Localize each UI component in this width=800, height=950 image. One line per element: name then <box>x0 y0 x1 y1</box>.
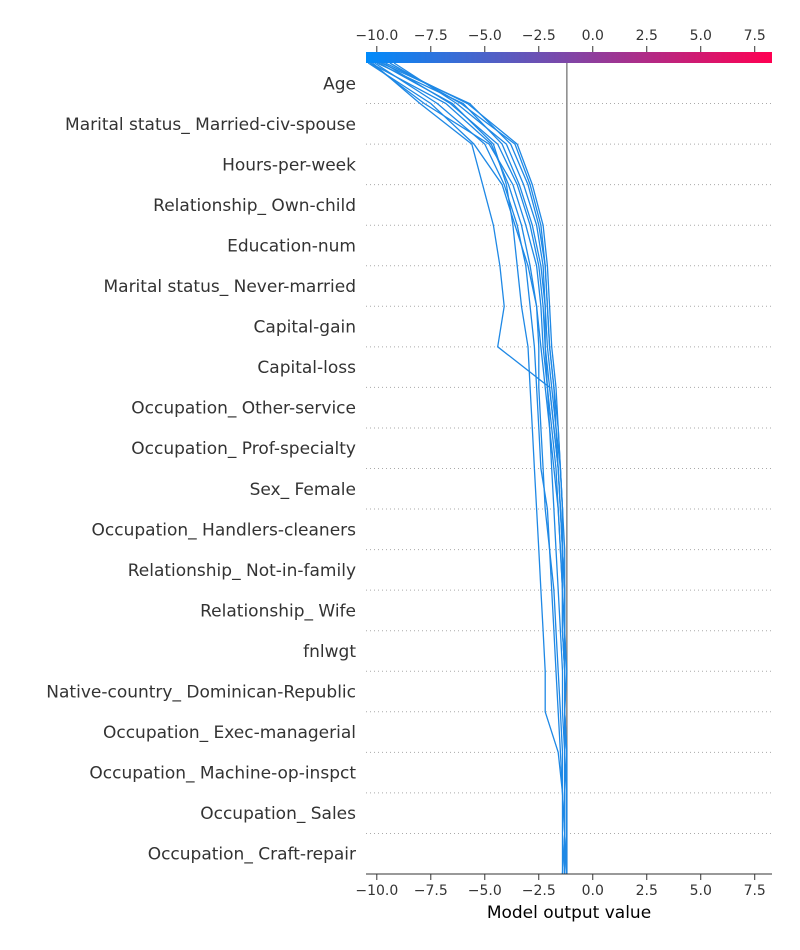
top-axis: −10.0 −7.5 −5.0 −2.5 0.0 2.5 5.0 7.5 <box>355 28 766 52</box>
feature-label: Capital-loss <box>257 358 356 378</box>
feature-label: Occupation_ Sales <box>200 804 356 824</box>
feature-label: Native-country_ Dominican-Republic <box>46 683 356 703</box>
feature-label: Occupation_ Machine-op-inspct <box>89 764 356 784</box>
feature-label: Occupation_ Prof-specialty <box>131 439 356 459</box>
decision-lines <box>367 62 568 875</box>
decision-line <box>369 62 566 875</box>
bottom-tick-label: −10.0 <box>355 883 398 899</box>
bottom-tick-label: 2.5 <box>636 883 658 899</box>
row-gridlines <box>366 103 772 834</box>
feature-label: Hours-per-week <box>222 155 356 175</box>
bottom-tick-label: 7.5 <box>744 883 766 899</box>
x-axis-title: Model output value <box>487 903 651 923</box>
top-tick-label: 2.5 <box>636 28 658 44</box>
decision-line <box>380 62 568 875</box>
bottom-tick-label: −2.5 <box>522 883 556 899</box>
decision-line <box>369 62 566 874</box>
colorbar <box>366 52 772 63</box>
top-tick-label: 0.0 <box>582 28 604 44</box>
feature-label: Education-num <box>227 236 356 256</box>
bottom-tick-label: 0.0 <box>582 883 604 899</box>
bottom-tick-label: 5.0 <box>690 883 712 899</box>
feature-label: Relationship_ Not-in-family <box>128 561 356 581</box>
top-tick-label: −2.5 <box>522 28 556 44</box>
bottom-tick-label: −7.5 <box>414 883 448 899</box>
decision-line <box>372 62 566 874</box>
feature-label: Occupation_ Craft-repair <box>148 845 356 865</box>
decision-line <box>374 62 564 874</box>
feature-label: Marital status_ Never-married <box>103 277 356 297</box>
colorbar-gradient <box>366 52 772 63</box>
feature-label: Relationship_ Wife <box>200 601 356 621</box>
feature-label: Age <box>323 74 356 94</box>
feature-label: Relationship_ Own-child <box>153 196 356 216</box>
feature-label: Marital status_ Married-civ-spouse <box>65 115 356 135</box>
feature-label: Capital-gain <box>254 318 356 338</box>
feature-labels: Age Marital status_ Married-civ-spouse Hou… <box>46 74 356 864</box>
feature-label: Sex_ Female <box>250 480 356 500</box>
feature-label: fnlwgt <box>303 642 356 662</box>
bottom-tick-label: −5.0 <box>468 883 502 899</box>
top-tick-label: −5.0 <box>468 28 502 44</box>
feature-label: Occupation_ Handlers-cleaners <box>92 520 357 540</box>
decision-line <box>385 62 568 874</box>
top-tick-label: −10.0 <box>355 28 398 44</box>
top-tick-label: 7.5 <box>744 28 766 44</box>
feature-label: Occupation_ Other-service <box>131 399 356 419</box>
bottom-axis: −10.0 −7.5 −5.0 −2.5 0.0 2.5 5.0 7.5 <box>355 874 766 899</box>
top-tick-label: 5.0 <box>690 28 712 44</box>
top-tick-label: −7.5 <box>414 28 448 44</box>
feature-label: Occupation_ Exec-managerial <box>103 723 356 743</box>
decision-line <box>382 62 568 875</box>
